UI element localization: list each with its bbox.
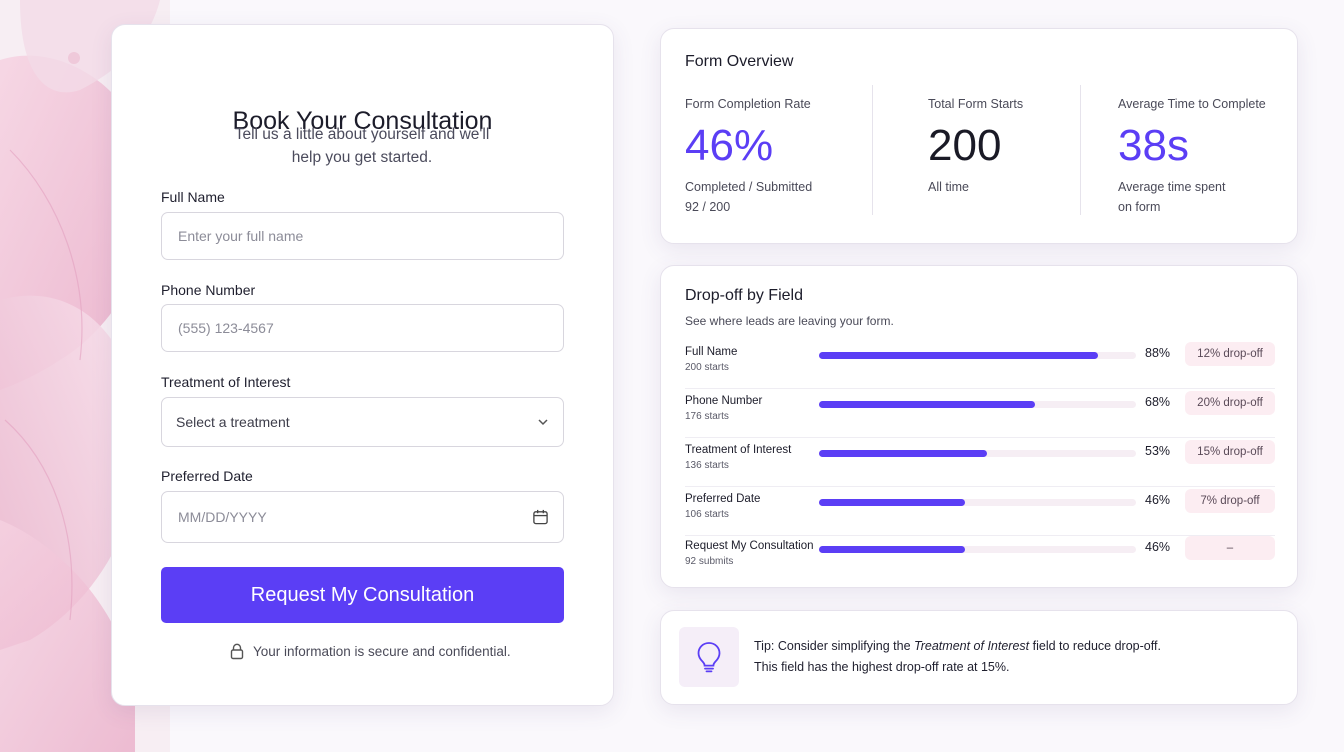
overview-title: Form Overview (685, 53, 794, 70)
dropoff-card: Drop-off by Field See where leads are le… (660, 265, 1298, 588)
stat-completion-rate: Form Completion Rate 46% Completed / Sub… (685, 97, 812, 217)
lock-icon (230, 643, 244, 660)
stat-total-starts: Total Form Starts 200 All time (928, 97, 1023, 197)
date-input[interactable] (176, 508, 533, 526)
dropoff-bar-fill (819, 450, 987, 457)
dropoff-row: Phone Number 176 starts 68% 20% drop-off (685, 391, 1275, 438)
dropoff-bar-fill (819, 499, 965, 506)
form-title: Book Your Consultation (232, 107, 493, 135)
dropoff-field-name: Phone Number (685, 395, 763, 407)
stat-value: 46% (685, 121, 774, 170)
stat-divider (1080, 85, 1081, 215)
stat-sub: Average time spent (1118, 180, 1226, 194)
phone-label: Phone Number (161, 282, 256, 298)
stat-divider (872, 85, 873, 215)
phone-field[interactable] (161, 304, 564, 352)
dropoff-row: Full Name 200 starts 88% 12% drop-off (685, 342, 1275, 389)
dropoff-row: Request My Consultation 92 submits 46% – (685, 536, 1275, 582)
stat-label: Total Form Starts (928, 97, 1024, 111)
stat-sub: Completed / Submitted (685, 180, 813, 194)
dropoff-bar-fill (819, 352, 1098, 359)
dropoff-bar-track (819, 450, 1136, 457)
stat-sub-detail: on form (1118, 200, 1161, 214)
stat-sub: All time (928, 180, 969, 194)
tip-card: Tip: Consider simplifying the Treatment … (660, 610, 1298, 705)
full-name-label: Full Name (161, 189, 225, 205)
dropoff-bar-track (819, 546, 1136, 553)
dropoff-percent: 53% (1145, 444, 1171, 458)
dropoff-field-starts: 176 starts (685, 411, 729, 422)
dropoff-field-starts: 200 starts (685, 362, 729, 373)
dropoff-bar-track (819, 401, 1136, 408)
dropoff-row: Preferred Date 106 starts 46% 7% drop-of… (685, 489, 1275, 536)
dropoff-bar-track (819, 499, 1136, 506)
dropoff-subtitle: See where leads are leaving your form. (685, 314, 894, 328)
request-consultation-button[interactable]: Request My Consultation (161, 567, 564, 623)
security-note-text: Your information is secure and confident… (253, 644, 511, 659)
dropoff-field-starts: 92 submits (685, 556, 734, 567)
dropoff-bar-track (819, 352, 1136, 359)
booking-form-card: Book Your Consultation Tell us a little … (111, 24, 614, 706)
chevron-down-icon (538, 419, 548, 426)
dropoff-field-name: Treatment of Interest (685, 444, 792, 456)
stat-label: Average Time to Complete (1118, 97, 1266, 111)
stat-label: Form Completion Rate (685, 97, 811, 111)
date-label: Preferred Date (161, 468, 253, 484)
lightbulb-icon (697, 642, 721, 673)
tip-line-2: This field has the highest drop-off rate… (754, 660, 1010, 674)
dropoff-field-starts: 136 starts (685, 460, 729, 471)
dropoff-bar-fill (819, 401, 1035, 408)
dropoff-percent: 68% (1145, 395, 1171, 409)
date-field[interactable] (161, 491, 564, 543)
tip-text: Tip: Consider simplifying the Treatment … (754, 636, 1161, 678)
dropoff-field-starts: 106 starts (685, 509, 729, 520)
dropoff-percent: 46% (1145, 493, 1171, 507)
treatment-label: Treatment of Interest (161, 374, 291, 390)
dropoff-percent: 46% (1145, 540, 1171, 554)
tip-icon-box (679, 627, 739, 687)
stat-value: 38s (1118, 121, 1189, 170)
phone-input[interactable] (176, 319, 549, 337)
dropoff-badge: 20% drop-off (1185, 391, 1275, 415)
dropoff-title: Drop-off by Field (685, 287, 803, 304)
dropoff-field-name: Request My Consultation (685, 540, 814, 552)
dropoff-badge: 12% drop-off (1185, 342, 1275, 366)
dropoff-row: Treatment of Interest 136 starts 53% 15%… (685, 440, 1275, 487)
tip-line-1: Tip: Consider simplifying the Treatment … (754, 636, 1161, 657)
treatment-select[interactable]: Select a treatment (161, 397, 564, 447)
stat-sub-detail: 92 / 200 (685, 200, 731, 214)
full-name-field[interactable] (161, 212, 564, 260)
tip-suffix: field to reduce drop-off. (1029, 639, 1161, 653)
stat-average-time: Average Time to Complete 38s Average tim… (1118, 97, 1266, 217)
stat-value: 200 (928, 121, 1002, 170)
tip-field-name: Treatment of Interest (914, 639, 1030, 653)
form-subtitle: Tell us a little about yourself and we'l… (234, 126, 490, 166)
dropoff-badge: 15% drop-off (1185, 440, 1275, 464)
dropoff-badge: 7% drop-off (1185, 489, 1275, 513)
dropoff-bar-fill (819, 546, 965, 553)
dropoff-badge: – (1185, 536, 1275, 560)
full-name-input[interactable] (176, 227, 549, 245)
dropoff-field-name: Full Name (685, 346, 738, 358)
tip-prefix: Tip: Consider simplifying the (754, 639, 915, 653)
security-note: Your information is secure and confident… (230, 643, 511, 660)
form-overview-card: Form Overview Form Completion Rate 46% C… (660, 28, 1298, 244)
treatment-selected-value: Select a treatment (176, 414, 290, 430)
calendar-icon[interactable] (532, 508, 549, 526)
dropoff-field-name: Preferred Date (685, 493, 761, 505)
dropoff-percent: 88% (1145, 346, 1171, 360)
